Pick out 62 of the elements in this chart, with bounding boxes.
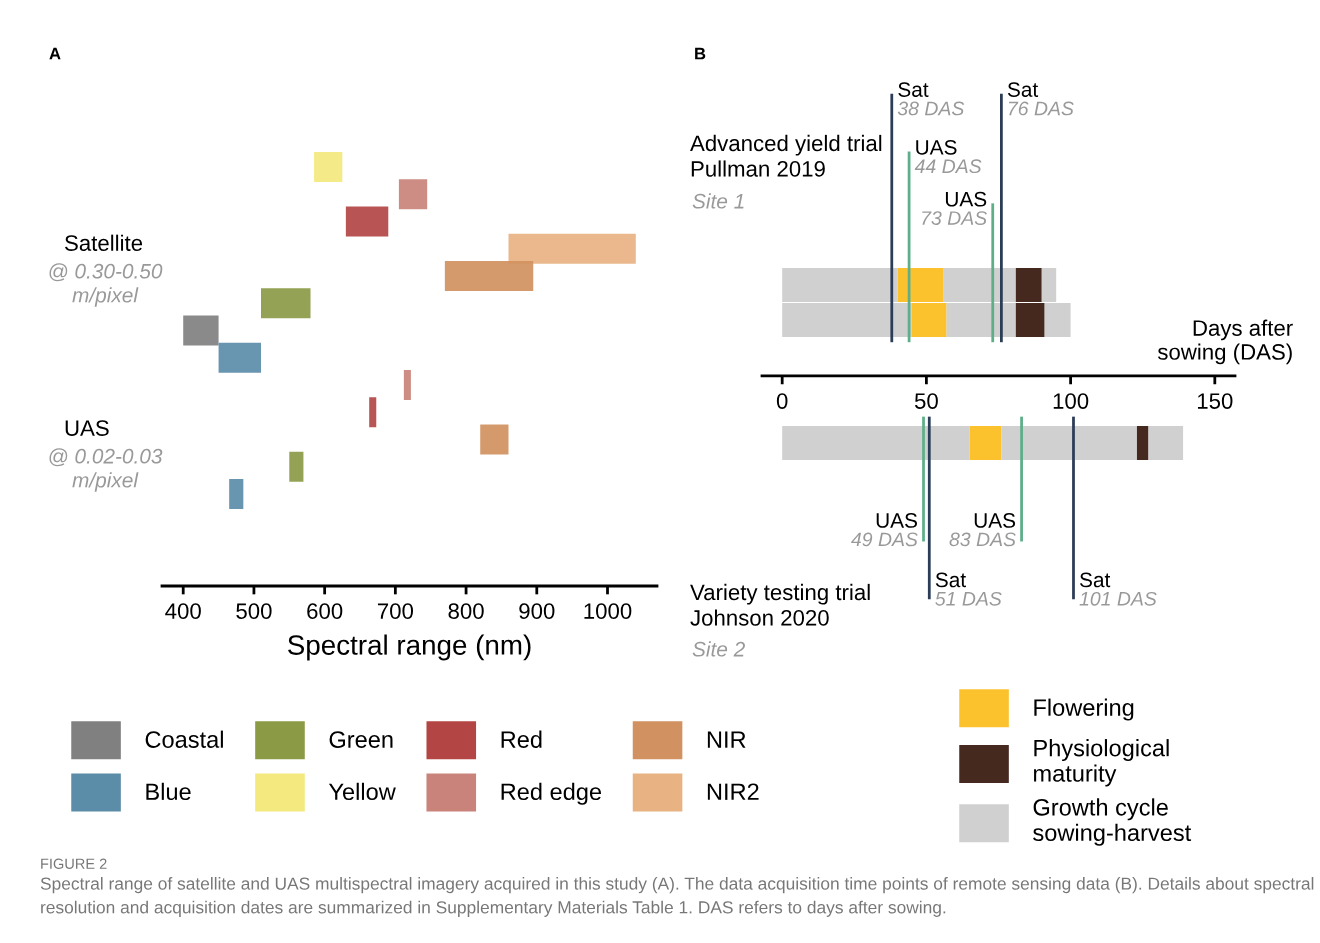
bar	[444, 261, 534, 291]
x-tick-label: 100	[1053, 393, 1089, 409]
x-axis-title: Spectral range (nm)	[288, 634, 531, 661]
bar	[398, 179, 428, 210]
annotation: @ 0.02-0.03 m/pixel	[49, 448, 163, 492]
text: Satellite	[65, 234, 143, 251]
x-tick-label: 800	[448, 603, 484, 619]
ref-line-label: Sat 101 DAS	[1079, 572, 1157, 606]
bar	[403, 370, 411, 400]
bar	[1001, 426, 1137, 460]
bar	[218, 342, 261, 373]
text: Site 1	[692, 193, 744, 209]
text: UAS	[65, 420, 109, 436]
bar	[314, 152, 343, 182]
bar	[1148, 426, 1184, 460]
ref-line-label: Sat 76 DAS	[1007, 82, 1074, 116]
legend-label: Flowering	[1034, 698, 1134, 721]
caption: FIGURE 2	[41, 858, 107, 869]
text: Site 2	[692, 641, 745, 657]
x-tick-label: 500	[236, 603, 272, 619]
bar	[345, 206, 389, 237]
category-label: Coastal	[145, 730, 223, 748]
category-label: Green	[329, 731, 393, 748]
x-tick-label: 50	[914, 393, 938, 409]
x-tick-label: 1000	[584, 603, 632, 619]
bar	[183, 315, 219, 346]
bar	[261, 288, 311, 319]
bar	[369, 397, 377, 428]
bar	[782, 426, 970, 460]
text: Spectral range of satellite and UAS multispectral imagery acquired in this study (A). The data acquisition time points of remote sensing data (B). Details about spectral resolution and acquisition dates are summarized in Supplementary Materials Table 1. DAS refers to days after sowing.	[40, 877, 1314, 917]
x-tick-label: 900	[519, 603, 555, 619]
text: B	[695, 47, 706, 60]
annotation: @ 0.30-0.50 m/pixel	[49, 263, 163, 307]
category-label: Yellow	[328, 782, 396, 801]
x-tick-label: 150	[1197, 393, 1233, 409]
x-tick-label: 0	[776, 393, 788, 409]
bar	[229, 479, 244, 509]
text: A	[49, 47, 61, 60]
ref-line-label: UAS 83 DAS	[949, 513, 1016, 547]
text: Advanced yield trial Pullman 2019	[690, 134, 882, 177]
ref-line-label: Sat 51 DAS	[935, 572, 1002, 606]
bar	[969, 426, 1002, 460]
x-axis-title: Days after sowing (DAS)	[1157, 319, 1293, 365]
bar	[289, 451, 304, 482]
category-label: Red edge	[501, 782, 602, 805]
legend-label: Growth cycle sowing-harvest	[1033, 798, 1192, 846]
x-tick-label: 600	[307, 603, 343, 619]
category-label: NIR2	[707, 783, 759, 800]
bar	[480, 424, 509, 455]
bar	[508, 233, 636, 264]
category-label: Blue	[146, 782, 191, 801]
ref-line-label: UAS 73 DAS	[922, 191, 987, 225]
ref-line-label: UAS 44 DAS	[914, 139, 982, 174]
ref-line-label: Sat 38 DAS	[897, 82, 965, 116]
category-label: NIR	[707, 731, 746, 748]
bar	[1136, 426, 1149, 460]
x-tick-label: 700	[377, 603, 414, 619]
x-tick-label: 400	[165, 603, 201, 619]
category-label: Red	[501, 730, 542, 748]
legend-label: Physiological maturity	[1034, 739, 1169, 787]
ref-line-label: UAS 49 DAS	[851, 513, 918, 547]
text: Variety testing trial Johnson 2020	[690, 583, 870, 626]
